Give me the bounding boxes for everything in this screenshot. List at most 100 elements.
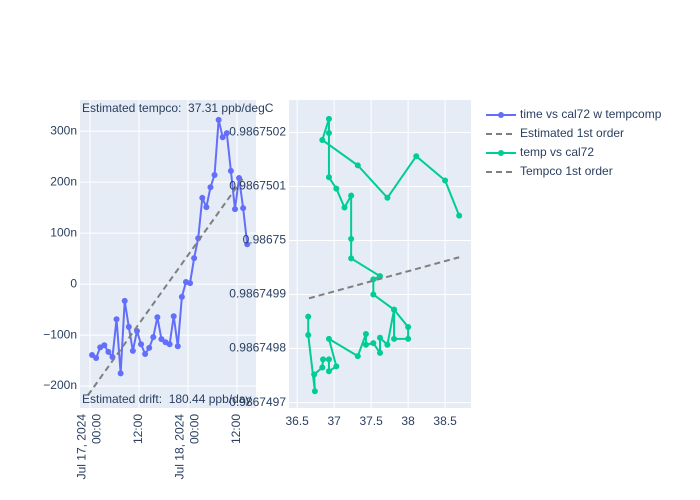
marker (219, 134, 226, 141)
marker (325, 115, 332, 122)
marker (384, 341, 391, 348)
x-tick-label: 00:00 (188, 414, 202, 444)
marker (187, 280, 194, 287)
marker (146, 344, 153, 351)
marker (215, 116, 222, 123)
marker (223, 130, 230, 137)
x-tick-label: 36.5 (285, 414, 309, 428)
y-tick-label: −200n (43, 378, 77, 392)
marker (341, 204, 348, 211)
y-tick-label: 0.9867502 (229, 125, 286, 139)
marker (158, 336, 165, 343)
legend-label: time vs cal72 w tempcomp (520, 107, 662, 121)
marker (203, 204, 210, 211)
y-tick-label: 0 (70, 276, 77, 290)
marker (391, 306, 398, 313)
y-tick-label: 300n (50, 123, 77, 137)
marker (362, 330, 369, 337)
marker (325, 335, 332, 342)
marker (105, 348, 112, 355)
marker (377, 334, 383, 341)
marker (178, 293, 185, 300)
marker (154, 314, 161, 321)
marker (370, 291, 377, 298)
fit-line (308, 256, 460, 300)
marker (348, 235, 355, 242)
marker (405, 323, 412, 330)
legend-label: Estimated 1st order (520, 126, 624, 140)
marker (325, 356, 332, 363)
marker (456, 212, 463, 219)
x-tick-label: Jul 18, 2024 (173, 414, 187, 480)
marker (305, 313, 312, 320)
x-tick-label: 12:00 (229, 414, 243, 444)
marker (207, 184, 214, 191)
marker (244, 241, 251, 248)
y-tick-label: −100n (43, 327, 77, 341)
y-tick-label: 100n (50, 225, 77, 239)
marker (231, 206, 238, 213)
marker (150, 334, 157, 341)
y-tick-label: 0.9867498 (229, 341, 286, 355)
marker (348, 255, 355, 262)
x-tick-label: 37.5 (359, 414, 383, 428)
marker (236, 175, 243, 182)
marker (370, 340, 377, 347)
marker (311, 371, 318, 378)
marker (170, 313, 177, 320)
marker (138, 341, 145, 348)
marker (121, 297, 128, 304)
fit-line (87, 177, 244, 396)
marker (174, 343, 181, 350)
marker (325, 368, 332, 375)
marker (362, 341, 369, 348)
y-tick-label: 0.9867497 (229, 395, 286, 409)
marker (305, 332, 312, 339)
marker (319, 364, 326, 371)
marker (413, 153, 420, 160)
x-tick-label: 37 (327, 414, 341, 428)
marker (311, 388, 318, 395)
marker (101, 342, 108, 349)
marker (384, 194, 391, 201)
legend-label: Tempco 1st order (520, 164, 613, 178)
marker (129, 347, 136, 354)
y-tick-label: 0.9867499 (229, 287, 286, 301)
marker (191, 255, 198, 262)
x-tick-label: Jul 17, 2024 (75, 414, 89, 480)
marker (211, 171, 218, 178)
marker (89, 351, 96, 358)
x-tick-label: 38.5 (433, 414, 457, 428)
legend-marker (498, 112, 504, 118)
marker (354, 353, 361, 360)
marker (325, 129, 332, 136)
marker (320, 356, 327, 363)
marker (405, 335, 412, 342)
y-tick-label: 0.98675 (243, 233, 287, 247)
marker (117, 370, 124, 377)
marker (325, 174, 332, 181)
marker (125, 323, 132, 330)
y-tick-label: 200n (50, 174, 77, 188)
marker (113, 316, 120, 323)
marker (142, 350, 149, 357)
plot-background (289, 100, 471, 408)
marker (377, 349, 383, 356)
plot-background (80, 100, 256, 408)
marker (240, 205, 247, 212)
marker (354, 162, 361, 169)
x-tick-label: 12:00 (131, 414, 145, 444)
y-tick-label: 0.9867501 (229, 179, 286, 193)
marker (333, 185, 340, 192)
x-tick-label: 00:00 (90, 414, 104, 444)
marker (333, 363, 340, 370)
legend-label: temp vs cal72 (520, 145, 594, 159)
marker (166, 341, 173, 348)
marker (348, 192, 355, 199)
marker (227, 167, 234, 174)
annotation: Estimated drift: 180.44 ppb/day (82, 392, 251, 406)
marker (319, 136, 326, 143)
marker (442, 177, 449, 184)
annotation: Estimated tempco: 37.31 ppb/degC (82, 101, 274, 115)
